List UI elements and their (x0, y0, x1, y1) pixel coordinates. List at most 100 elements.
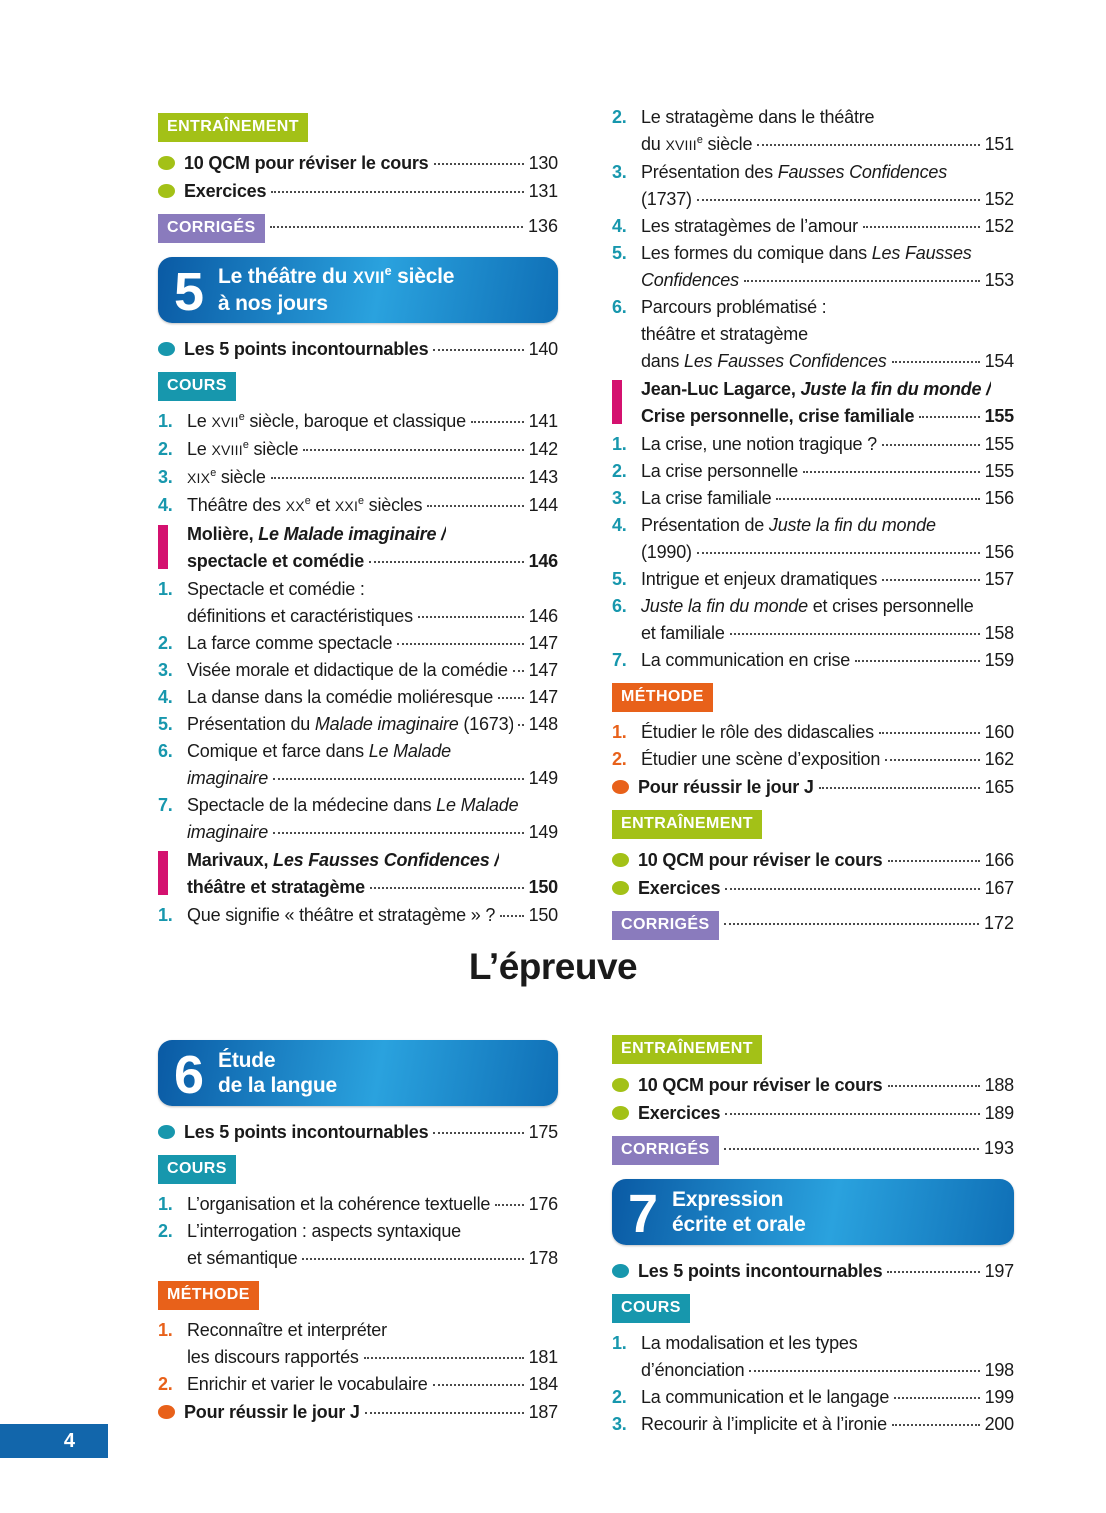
toc-entry-numbered: 7. Spectacle de la médecine dans Le Malad… (158, 792, 558, 846)
entry-text: Exercices (638, 1103, 721, 1123)
dot-leader (427, 505, 524, 507)
entry-number: 1. (612, 434, 627, 454)
entry-text: Intrigue et enjeux dramatiques (641, 569, 878, 589)
entry-text: La farce comme spectacle (187, 633, 393, 653)
dot-leader (369, 561, 524, 563)
dot-leader (887, 1085, 980, 1087)
entry-line: et familiale 158 (612, 620, 1014, 647)
toc-entry-work-header: Molière, Le Malade imaginaire / spectacle… (158, 521, 558, 575)
toc-entry-bullet: Exercices 131 (158, 177, 558, 205)
entry-line: 2. Étudier une scène d’exposition 162 (612, 746, 1014, 773)
toc-entry-numbered: 2. Le stratagème dans le théâtre du xviiie… (612, 104, 1014, 159)
entry-text: Étudier une scène d’exposition (641, 749, 881, 769)
chapter-title: Expression écrite et orale (672, 1187, 806, 1237)
page-number: 160 (984, 722, 1015, 742)
dot-leader (433, 1132, 524, 1134)
entry-line: Crise personnelle, crise familiale 155 (641, 403, 1014, 430)
page-number: 150 (528, 877, 559, 897)
entry-number: 2. (612, 107, 627, 127)
dot-leader (878, 732, 980, 734)
entry-text: Étudier le rôle des didascalies (641, 722, 874, 742)
toc-entry-bullet: Les 5 points incontournables 197 (612, 1257, 1014, 1285)
chapter-title-line: de la langue (218, 1073, 337, 1098)
toc-entry-badge: MÉTHODE (158, 1281, 558, 1310)
page-number-label: 4 (63, 1429, 75, 1452)
badge-entrainement: ENTRAÎNEMENT (612, 810, 762, 839)
dot-leader (743, 280, 980, 282)
page-number: 162 (984, 749, 1015, 769)
chapter-title-line: Expression (672, 1187, 806, 1212)
toc-entry-numbered: 2. La farce comme spectacle 147 (158, 630, 558, 657)
page-number: 193 (983, 1138, 1014, 1158)
entry-line: 2. La farce comme spectacle 147 (158, 630, 558, 657)
badge-entrainement: ENTRAÎNEMENT (612, 1035, 762, 1064)
page-number: 147 (528, 687, 559, 707)
entry-line: 5. Les formes du comique dans Les Fausses (612, 240, 1014, 267)
dot-leader (397, 643, 524, 645)
page-number: 142 (528, 439, 559, 459)
pink-bar (612, 380, 622, 424)
toc-column-bottom-right: ENTRAÎNEMENT 10 QCM pour réviser le cours… (612, 1026, 1014, 1438)
toc-entry-numbered: 6. Parcours problématisé : théâtre et stra… (612, 294, 1014, 375)
toc-entry-bullet: Exercices 189 (612, 1099, 1014, 1127)
dot-leader (887, 1271, 980, 1273)
section-heading: L’épreuve (468, 946, 638, 987)
toc-entry-badge: CORRIGÉS 136 (158, 214, 558, 243)
toc-column-top-right: 2. Le stratagème dans le théâtre du xviiie… (612, 104, 1014, 947)
entry-number: 1. (158, 1194, 173, 1214)
page-number: 155 (984, 406, 1015, 426)
entry-text: Exercices (638, 878, 721, 898)
entry-text: Que signifie « théâtre et stratagème » ? (187, 905, 496, 925)
page-number: 199 (984, 1387, 1015, 1407)
entry-line: 4. Les stratagèmes de l’amour 152 (612, 213, 1014, 240)
page-number: 131 (528, 181, 559, 201)
chapter-title-line: écrite et orale (672, 1212, 806, 1237)
toc-entry-bullet: 10 QCM pour réviser le cours 188 (612, 1071, 1014, 1099)
entry-line: du xviiie siècle 151 (612, 131, 1014, 159)
toc-entry-numbered: 2. Étudier une scène d’exposition 162 (612, 746, 1014, 773)
entry-text: xixe siècle (187, 467, 266, 487)
entry-line: 4. La danse dans la comédie moliéresque 14… (158, 684, 558, 711)
entry-text: Juste la fin du monde et crises personne… (641, 596, 974, 616)
dot-leader (432, 1384, 524, 1386)
entry-number: 3. (612, 488, 627, 508)
chapter-banner: 5 Le théâtre du xviie siècle à nos jours (158, 257, 558, 323)
chapter-title-line: Le théâtre du xviie siècle (218, 264, 454, 291)
entry-text: La communication et le langage (641, 1387, 890, 1407)
entry-line: 1. Étudier le rôle des didascalies 160 (612, 719, 1014, 746)
toc-entry-numbered: 6. Comique et farce dans Le Malade imagina… (158, 738, 558, 792)
entry-line: 3. La crise familiale 156 (612, 485, 1014, 512)
entry-line: Confidences 153 (612, 267, 1014, 294)
entry-line: 4. Présentation de Juste la fin du monde (612, 512, 1014, 539)
entry-text: Étude (218, 1049, 276, 1072)
entry-text: imaginaire (187, 822, 269, 842)
entry-text: Exercices (184, 181, 267, 201)
entry-line: imaginaire 149 (158, 819, 558, 846)
page-number: 152 (984, 216, 1015, 236)
entry-text: imaginaire (187, 768, 269, 788)
toc-entry-numbered: 3. La crise familiale 156 (612, 485, 1014, 512)
entry-number: 5. (158, 714, 173, 734)
entry-number: 2. (612, 749, 627, 769)
entry-text: 10 QCM pour réviser le cours (638, 1075, 883, 1095)
dot-leader (303, 449, 524, 451)
toc-entry-numbered: 2. Enrichir et varier le vocabulaire 184 (158, 1371, 558, 1398)
page-number: 167 (984, 878, 1015, 898)
bullet-icon (612, 1264, 629, 1278)
entry-number: 3. (158, 660, 173, 680)
entry-number: 2. (612, 1387, 627, 1407)
entry-number: 2. (158, 633, 173, 653)
entry-text: Le stratagème dans le théâtre (641, 107, 875, 127)
entry-number: 4. (612, 216, 627, 236)
page-number: 181 (528, 1347, 559, 1367)
entry-number: 1. (612, 722, 627, 742)
entry-line: 4. Théâtre des xxe et xxie siècles 144 (158, 492, 558, 520)
page-number: 157 (984, 569, 1015, 589)
page-number: 155 (984, 461, 1015, 481)
toc-entry-bullet: Exercices 167 (612, 874, 1014, 902)
page-number: 149 (528, 822, 559, 842)
page-number: 197 (984, 1261, 1015, 1281)
chapter-number: 5 (174, 262, 205, 322)
entry-line: 3. xixe siècle 143 (158, 464, 558, 492)
